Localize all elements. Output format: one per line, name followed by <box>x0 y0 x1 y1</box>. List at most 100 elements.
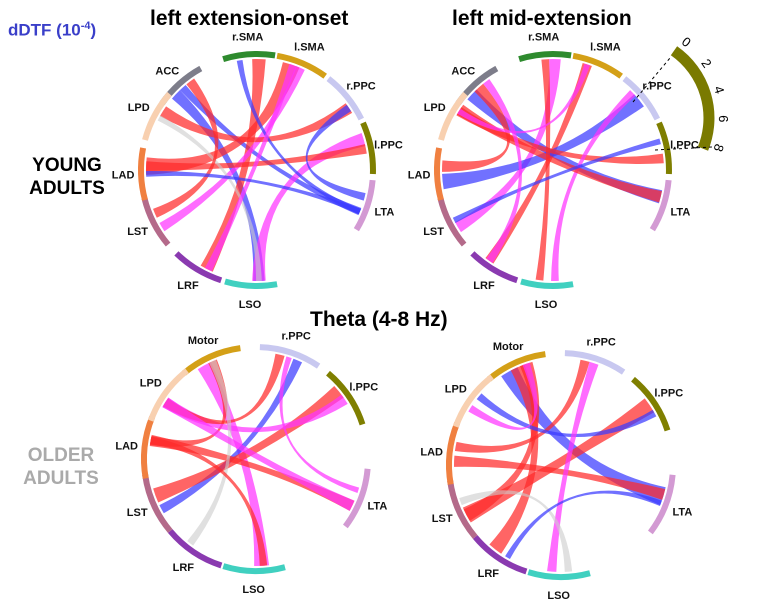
node-arc-lppc <box>326 370 366 426</box>
node-arc-lst <box>437 197 467 247</box>
chord-young-mid: ACC r.SMA l.SMA r.PPC l.PPC LTA LSO LRF LST LAD LP… <box>408 31 699 311</box>
scale-arc <box>670 46 715 151</box>
node-arc-lsma <box>276 52 327 79</box>
node-label-rppc: r.PPC <box>346 81 375 93</box>
node-arc-lad <box>138 147 148 201</box>
node-label-lsma: l.SMA <box>590 42 621 54</box>
col2-title: left mid-extension <box>452 7 632 30</box>
node-label-lta: LTA <box>673 507 693 519</box>
older-adults-label: OLDER ADULTS <box>6 444 116 490</box>
node-label-lta: LTA <box>671 206 691 218</box>
node-label-lad: LAD <box>115 440 138 452</box>
node-arc-lta <box>649 179 672 232</box>
node-label-acc: ACC <box>155 65 179 77</box>
node-label-lpd: LPD <box>128 102 150 114</box>
node-arc-rsma <box>222 51 276 62</box>
col1-title: left extension-onset <box>150 7 349 30</box>
young-line1: YOUNG <box>32 155 102 176</box>
ribbon-LST-to-l.PPC <box>452 138 661 223</box>
node-label-lrf: LRF <box>173 562 195 574</box>
node-label-lad: LAD <box>112 170 135 182</box>
node-arc-lta <box>342 468 371 529</box>
node-label-lst: LST <box>127 507 148 519</box>
node-arc-lppc <box>360 121 376 175</box>
ribbon-ACC-to-LAD <box>442 83 511 172</box>
young-line2: ADULTS <box>29 178 105 199</box>
node-label-lsma: l.SMA <box>294 42 325 54</box>
ribbon-r.SMA-to-LRF <box>200 59 266 272</box>
node-arc-lso <box>222 563 286 574</box>
ribbon-LSO-to-LAD <box>150 436 268 566</box>
node-label-lppc: l.PPC <box>349 381 378 393</box>
node-arc-lso <box>224 278 278 289</box>
node-arc-lsma <box>572 52 623 79</box>
node-label-lad: LAD <box>408 170 431 182</box>
scale-tick-label: 8 <box>711 142 728 154</box>
node-arc-lppc <box>656 121 672 175</box>
node-label-rppc: r.PPC <box>282 330 311 342</box>
node-label-lso: LSO <box>535 299 558 311</box>
older-line1: OLDER <box>27 445 95 466</box>
node-arc-lta <box>647 474 676 535</box>
ribbon-ACC-to-LRF <box>483 79 522 264</box>
node-arc-lad <box>434 147 444 201</box>
node-label-lst: LST <box>432 513 453 525</box>
unit-label-text: dDTF (10 <box>8 20 81 40</box>
ribbon-LRF-to-l.SMA <box>204 63 297 272</box>
ribbon-l.SMA-to-LPD <box>457 63 591 134</box>
chord-older-onset: Motor r.PPC l.PPC LTA LSO LRF LST LAD LPD <box>115 330 387 596</box>
ribbon-LTA-to-LAD <box>149 434 355 511</box>
node-arc-lad <box>141 415 155 479</box>
node-label-lrf: LRF <box>177 280 199 292</box>
node-arc-lrf <box>472 535 528 575</box>
ribbon-Motor-to-LPD <box>468 362 538 430</box>
scale-tick-label: 2 <box>698 56 714 70</box>
ribbon-LPD-to-LTA <box>456 104 662 203</box>
node-label-lta: LTA <box>368 501 388 513</box>
ribbon-r.SMA-to-LSO <box>535 59 551 281</box>
node-label-lso: LSO <box>239 299 262 311</box>
node-arc-lta <box>353 179 376 232</box>
node-arc-lst <box>141 197 171 247</box>
node-label-motor: Motor <box>188 335 219 347</box>
node-arc-lrf <box>470 251 519 284</box>
node-label-rsma: r.SMA <box>232 31 263 43</box>
node-arc-motor <box>487 351 546 382</box>
node-arc-rppc <box>564 350 626 375</box>
ribbon-r.PPC-to-LSO <box>547 361 599 572</box>
ribbon-LTA-to-LRF <box>505 490 662 560</box>
ribbon-ACC-to-LST <box>153 78 219 218</box>
node-label-lrf: LRF <box>478 568 500 580</box>
scale-bar: 02 4 6 8 <box>632 34 731 154</box>
node-arc-lrf <box>174 251 223 284</box>
node-label-rsma: r.SMA <box>528 31 559 43</box>
node-arc-lad <box>446 421 460 485</box>
node-label-motor: Motor <box>493 341 524 353</box>
node-arc-lpd <box>452 374 494 428</box>
node-label-lppc: l.PPC <box>670 139 699 151</box>
unit-close: ) <box>90 20 97 40</box>
node-label-acc: ACC <box>451 65 475 77</box>
ribbon-l.PPC-to-LST <box>153 386 344 503</box>
node-label-lrf: LRF <box>473 280 495 292</box>
node-label-lad: LAD <box>420 446 443 458</box>
ribbon-r.PPC-to-LTA <box>305 104 366 201</box>
unit-exponent: -4 <box>80 20 91 32</box>
ribbon-l.PPC-to-LAD <box>146 144 367 171</box>
node-label-lso: LSO <box>547 590 570 600</box>
ribbon-r.PPC-to-LTA <box>279 356 360 493</box>
node-arc-rppc <box>259 344 321 369</box>
ribbon-Motor-to-LRF <box>489 364 539 554</box>
ribbon-LAD-to-LTA <box>146 170 361 215</box>
node-arc-motor <box>182 345 241 376</box>
ribbon-r.PPC-to-LST <box>159 358 303 514</box>
node-arc-lpd <box>147 368 189 422</box>
node-arc-lst <box>142 474 173 533</box>
unit-label: dDTF (10-4) <box>8 20 96 41</box>
ribbon-r.PPC-to-LPD <box>162 353 285 425</box>
node-arc-rsma <box>518 51 572 62</box>
node-arc-rppc <box>622 76 660 121</box>
node-label-lso: LSO <box>242 584 265 596</box>
scale-tick-label: 4 <box>711 84 727 95</box>
node-arc-lpd <box>438 91 468 141</box>
